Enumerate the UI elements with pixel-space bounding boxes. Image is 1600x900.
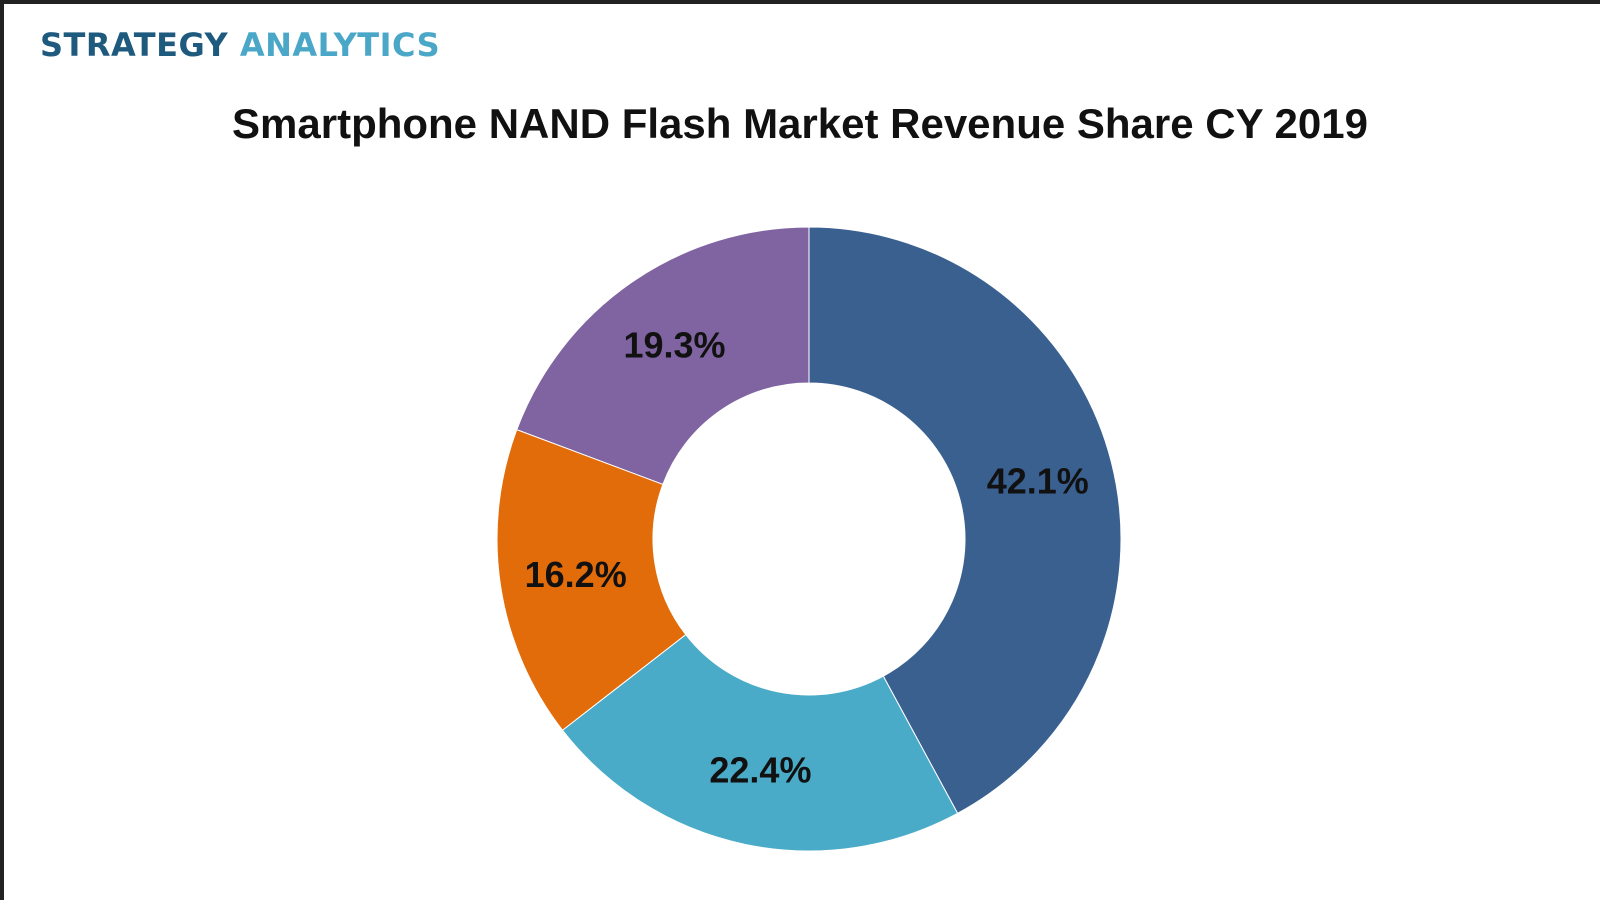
donut-slice-4	[516, 226, 810, 485]
data-label-4: 19.3%	[623, 325, 725, 366]
donut-slice-1	[808, 226, 1122, 815]
brand-logo-part1: STRATEGY	[40, 26, 229, 64]
brand-logo-part2: ANALYTICS	[239, 26, 441, 64]
donut-slice-2	[561, 633, 959, 852]
donut-slice-3	[496, 428, 687, 731]
data-label-1: 42.1%	[987, 461, 1089, 502]
data-label-2: 22.4%	[709, 749, 811, 790]
chart-title: Smartphone NAND Flash Market Revenue Sha…	[232, 100, 1368, 147]
data-label-3: 16.2%	[525, 554, 627, 595]
brand-logo: STRATEGY ANALYTICS	[40, 26, 440, 64]
